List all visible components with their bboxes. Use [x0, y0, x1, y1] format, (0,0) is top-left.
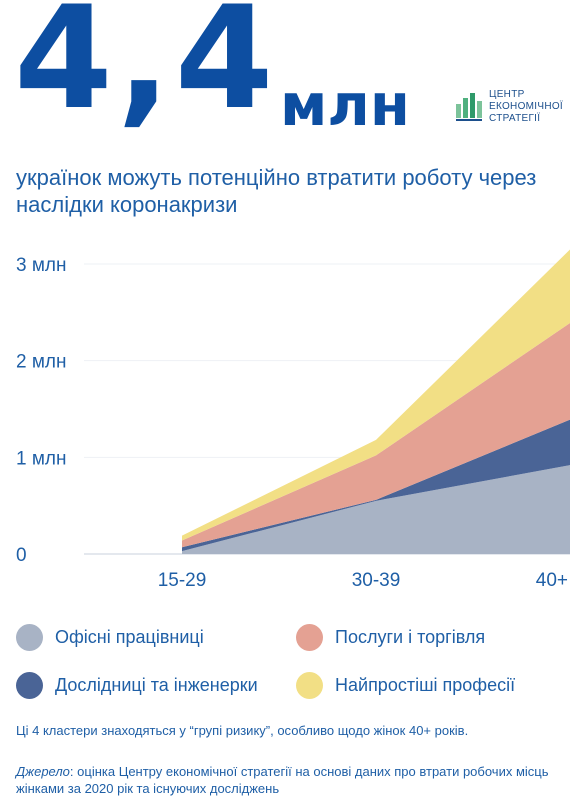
area-series [182, 419, 570, 552]
x-tick-label: 40+ [536, 570, 568, 591]
legend-swatch [16, 671, 43, 699]
ces-logo: ЦЕНТР ЕКОНОМІЧНОЇ СТРАТЕГІЇ [456, 86, 576, 130]
legend-item-elementary: Найпростіші професії [296, 670, 515, 700]
source-label: Джерело [16, 764, 70, 779]
logo-line-1: ЦЕНТР [489, 89, 525, 100]
risk-note: Ці 4 кластери знаходяться у “групі ризик… [16, 723, 469, 738]
legend-swatch [296, 671, 323, 699]
logo-line-2: ЕКОНОМІЧНОЇ [489, 101, 564, 112]
source-note: Джерело: оцінка Центру економічної страт… [16, 763, 576, 797]
y-tick-label: 2 млн [16, 352, 67, 373]
legend-label: Найпростіші професії [335, 674, 516, 695]
legend-swatch [16, 623, 43, 651]
subtitle: українок можуть потенційно втратити робо… [16, 165, 537, 217]
x-tick-label: 15-29 [158, 570, 207, 591]
legend-label: Послуги і торгівля [335, 626, 486, 647]
area-series [182, 322, 570, 548]
source-text: : оцінка Центру економічної стратегії на… [16, 764, 549, 796]
y-tick-label: 0 [16, 545, 27, 566]
y-tick-label: 3 млн [16, 255, 67, 276]
area-series [182, 465, 570, 554]
legend-item-services: Послуги і торгівля [296, 622, 485, 652]
stacked-area-chart: 0 1 млн 2 млн 3 млн 15-29 30-39 40+ [16, 249, 570, 591]
headline-unit: млн [280, 71, 410, 139]
headline-number: 4,4 [14, 0, 278, 141]
x-tick-label: 30-39 [352, 570, 401, 591]
logo-line-3: СТРАТЕГІЇ [489, 113, 541, 124]
legend-item-office: Офісні працівниці [16, 622, 204, 652]
legend-swatch [296, 623, 323, 651]
legend-label: Дослідниці та інженерки [55, 674, 258, 695]
y-tick-label: 1 млн [16, 448, 67, 469]
legend-item-research: Дослідниці та інженерки [16, 670, 258, 700]
legend-label: Офісні працівниці [55, 626, 204, 647]
bar-logo-icon [456, 93, 482, 121]
